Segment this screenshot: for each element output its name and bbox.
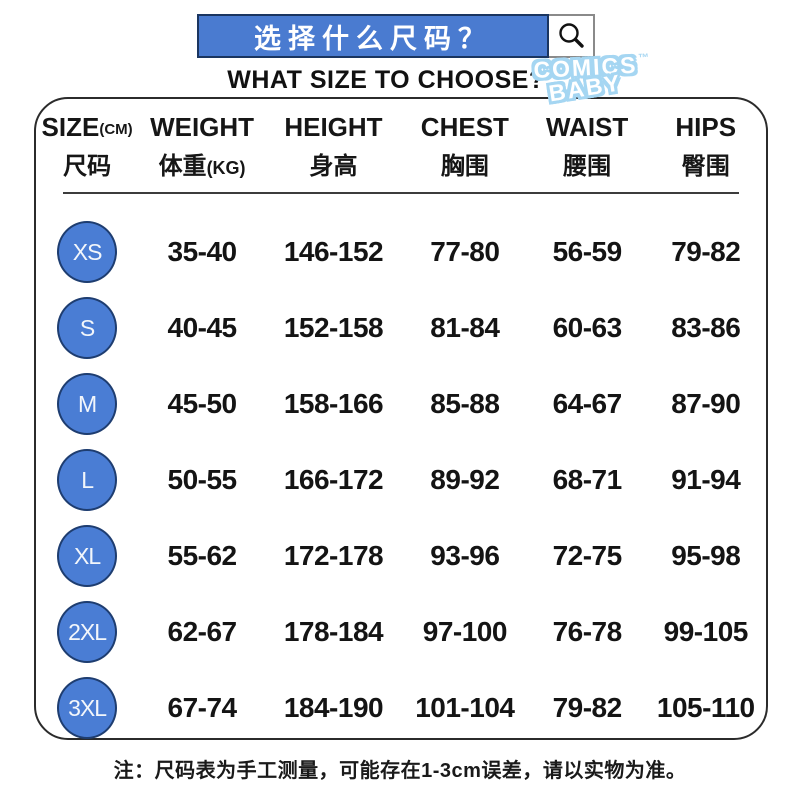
table-row-xl: XL 55-62 172-178 93-96 72-75 95-98 — [36, 518, 766, 594]
hips-value: 79-82 — [671, 236, 741, 267]
weight-value: 45-50 — [167, 388, 238, 419]
column-header-waist: WAIST 腰围 — [545, 112, 629, 180]
table-body: XS 35-40 146-152 77-80 56-59 79-82 S 40-… — [36, 194, 766, 746]
weight-value: 67-74 — [167, 692, 238, 723]
waist-value: 79-82 — [552, 692, 623, 723]
size-badge-m: M — [57, 373, 118, 435]
hips-value: 99-105 — [663, 616, 749, 647]
column-header-height: HEIGHT 身高 — [284, 112, 383, 180]
height-value: 172-178 — [283, 540, 384, 571]
size-badge-3xl: 3XL — [57, 677, 118, 739]
table-header-row: SIZE(CM) 尺码 WEIGHT 体重(KG) HEIGHT 身高 CHES… — [36, 99, 766, 181]
hips-value: 83-86 — [671, 312, 741, 343]
size-badge-2xl: 2XL — [57, 601, 118, 663]
height-value: 146-152 — [283, 236, 384, 267]
table-row-m: M 45-50 158-166 85-88 64-67 87-90 — [36, 366, 766, 442]
hips-value: 105-110 — [656, 692, 755, 723]
subtitle-en: WHAT SIZE TO CHOOSE? — [227, 66, 545, 94]
hips-value: 91-94 — [671, 464, 741, 495]
measurement-note: 注：尺码表为手工测量，可能存在1-3cm误差，请以实物为准。 — [113, 760, 687, 782]
table-row-2xl: 2XL 62-67 178-184 97-100 76-78 99-105 — [36, 594, 766, 670]
column-header-size: SIZE(CM) 尺码 — [41, 112, 133, 180]
table-row-3xl: 3XL 67-74 184-190 101-104 79-82 105-110 — [36, 670, 766, 746]
chest-value: 97-100 — [422, 616, 508, 647]
chest-value: 81-84 — [430, 312, 500, 343]
column-header-hips: HIPS 臀围 — [675, 112, 737, 180]
column-header-chest: CHEST 胸围 — [420, 112, 509, 180]
size-badge-l: L — [57, 449, 118, 511]
chest-value: 93-96 — [430, 540, 500, 571]
column-header-weight: WEIGHT 体重(KG) — [150, 112, 255, 180]
size-badge-xl: XL — [57, 525, 118, 587]
size-badge-xs: XS — [57, 221, 118, 283]
search-icon — [559, 23, 584, 48]
weight-value: 55-62 — [167, 540, 238, 571]
banner: 选择什么尺码？ — [197, 14, 595, 58]
weight-value: 40-45 — [167, 312, 238, 343]
height-value: 166-172 — [283, 464, 384, 495]
size-badge-s: S — [57, 297, 118, 359]
height-value: 152-158 — [283, 312, 384, 343]
waist-value: 72-75 — [552, 540, 623, 571]
waist-value: 64-67 — [552, 388, 623, 419]
chest-value: 89-92 — [430, 464, 500, 495]
table-row-xs: XS 35-40 146-152 77-80 56-59 79-82 — [36, 214, 766, 290]
trademark-symbol: ™ — [637, 51, 650, 65]
chest-value: 85-88 — [430, 388, 500, 419]
size-table-card: SIZE(CM) 尺码 WEIGHT 体重(KG) HEIGHT 身高 CHES… — [34, 97, 768, 740]
waist-value: 68-71 — [552, 464, 623, 495]
height-value: 158-166 — [283, 388, 384, 419]
weight-value: 50-55 — [167, 464, 238, 495]
weight-value: 62-67 — [167, 616, 238, 647]
search-button[interactable] — [549, 14, 595, 58]
hips-value: 95-98 — [671, 540, 741, 571]
table-row-s: S 40-45 152-158 81-84 60-63 83-86 — [36, 290, 766, 366]
height-value: 184-190 — [283, 692, 384, 723]
table-row-l: L 50-55 166-172 89-92 68-71 91-94 — [36, 442, 766, 518]
chest-value: 101-104 — [415, 692, 515, 723]
weight-value: 35-40 — [167, 236, 238, 267]
waist-value: 76-78 — [552, 616, 623, 647]
waist-value: 56-59 — [552, 236, 623, 267]
height-value: 178-184 — [283, 616, 384, 647]
waist-value: 60-63 — [552, 312, 623, 343]
header-divider — [63, 192, 739, 194]
banner-title: 选择什么尺码？ — [197, 14, 549, 58]
hips-value: 87-90 — [671, 388, 741, 419]
chest-value: 77-80 — [430, 236, 500, 267]
